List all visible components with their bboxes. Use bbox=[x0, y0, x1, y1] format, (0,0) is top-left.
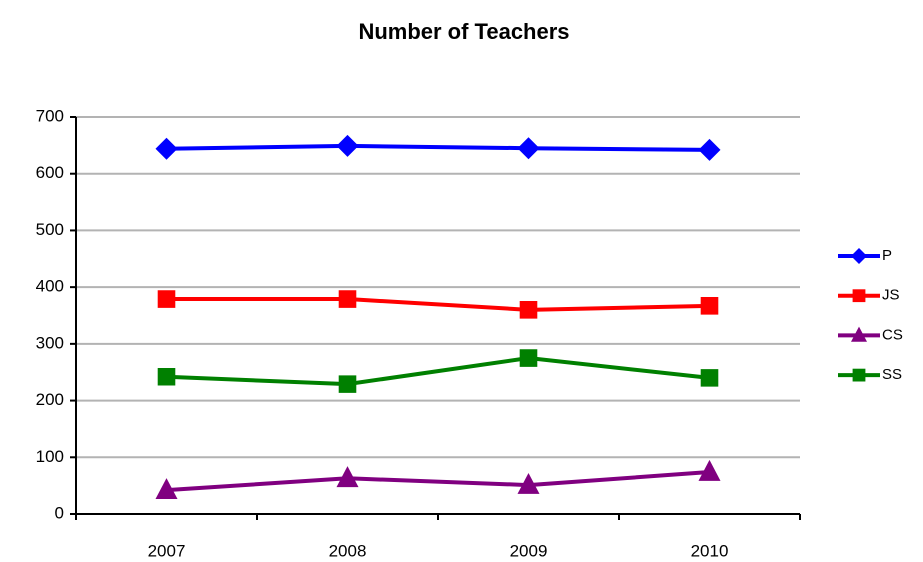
marker bbox=[851, 326, 867, 342]
marker bbox=[517, 472, 540, 494]
legend-label: JS bbox=[882, 287, 900, 304]
x-tick-label: 2007 bbox=[148, 541, 186, 560]
marker bbox=[851, 248, 867, 264]
marker bbox=[519, 349, 538, 367]
series-line bbox=[166, 297, 710, 312]
marker bbox=[852, 289, 866, 303]
y-tick-label: 0 bbox=[55, 503, 64, 522]
marker bbox=[700, 297, 719, 315]
marker bbox=[519, 301, 538, 319]
marker bbox=[336, 134, 359, 157]
marker bbox=[157, 367, 176, 386]
legend-label: CS bbox=[882, 326, 903, 343]
y-tick-label: 500 bbox=[36, 220, 64, 239]
series-line bbox=[166, 470, 710, 493]
marker bbox=[338, 290, 357, 308]
series-line bbox=[166, 143, 710, 152]
legend: P JS CS SS bbox=[838, 247, 903, 383]
marker bbox=[517, 137, 540, 160]
marker bbox=[157, 290, 176, 308]
y-tick-label: 600 bbox=[36, 163, 64, 182]
y-tick-label: 100 bbox=[36, 447, 64, 466]
series-line bbox=[166, 356, 710, 387]
chart-title: Number of Teachers bbox=[358, 19, 569, 44]
marker bbox=[698, 459, 721, 481]
y-tick-label: 300 bbox=[36, 333, 64, 352]
y-tick-label: 400 bbox=[36, 277, 64, 296]
marker bbox=[698, 138, 721, 161]
legend-label: P bbox=[882, 247, 892, 264]
legend-label: SS bbox=[882, 366, 902, 383]
marker bbox=[338, 375, 357, 393]
x-tick-label: 2010 bbox=[691, 541, 729, 560]
marker bbox=[155, 137, 178, 160]
y-tick-label: 700 bbox=[36, 106, 64, 125]
marker bbox=[700, 369, 719, 387]
marker bbox=[336, 466, 359, 488]
x-tick-label: 2008 bbox=[329, 541, 367, 560]
y-tick-label: 200 bbox=[36, 390, 64, 409]
x-tick-label: 2009 bbox=[510, 541, 548, 560]
marker bbox=[155, 478, 178, 499]
marker bbox=[852, 368, 866, 382]
